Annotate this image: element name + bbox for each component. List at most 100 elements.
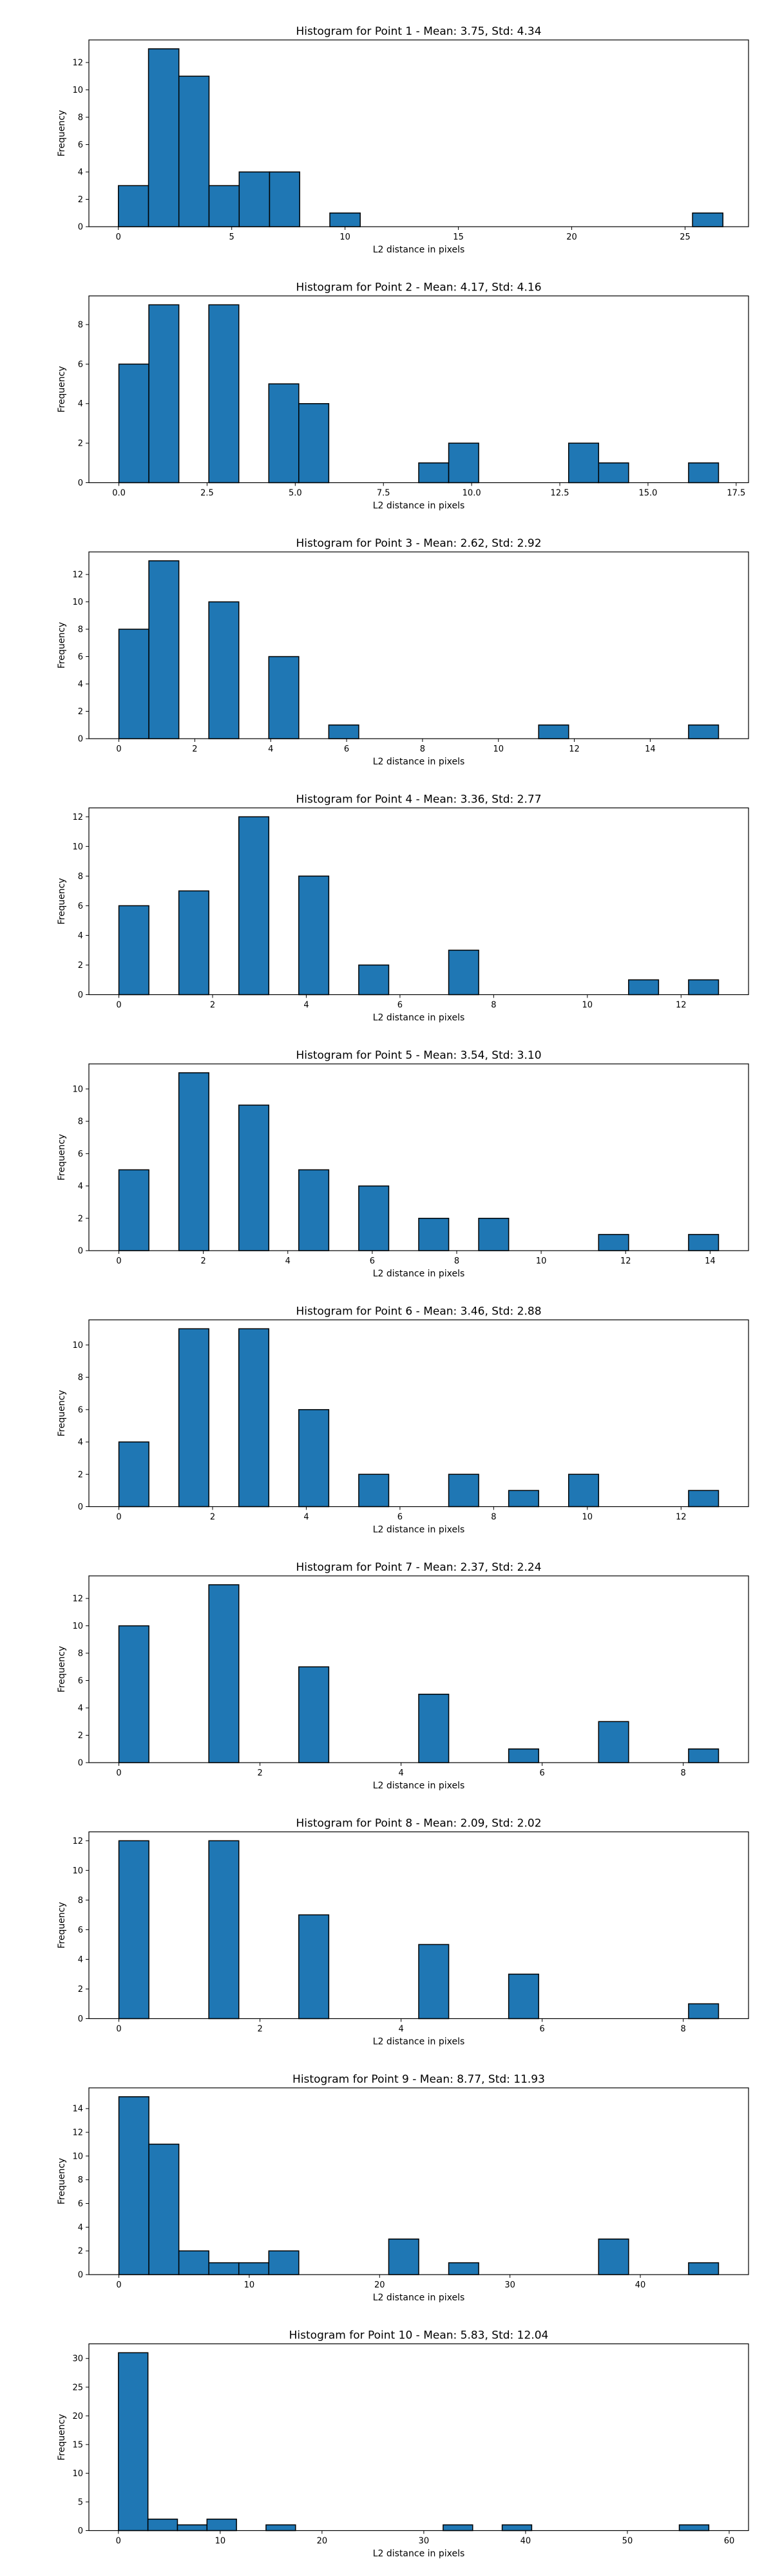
y-tick-label: 6 bbox=[78, 360, 83, 370]
y-tick-label: 2 bbox=[78, 1214, 83, 1224]
y-tick-label: 10 bbox=[72, 1622, 83, 1631]
x-tick-label: 2.5 bbox=[200, 489, 214, 498]
histogram-bar bbox=[268, 383, 300, 484]
histogram-bar bbox=[688, 2003, 720, 2020]
y-tick-label: 2 bbox=[78, 1470, 83, 1480]
x-tick-label: 10.0 bbox=[463, 489, 481, 498]
x-axis-label: L2 distance in pixels bbox=[373, 1013, 465, 1023]
x-tick-label: 25 bbox=[680, 232, 691, 242]
x-tick-label: 5 bbox=[229, 232, 234, 242]
x-tick-label: 12.5 bbox=[551, 489, 569, 498]
histogram-panel-2: 0.0 2.5 5.0 7.5 10.0 12.5 15.0 17.5 0 2 4 6 8 Histogr… bbox=[57, 281, 749, 511]
x-tick-label: 12 bbox=[676, 1513, 687, 1522]
x-tick-label: 10 bbox=[244, 2280, 255, 2290]
plot-frame bbox=[88, 807, 749, 996]
x-axis-label: L2 distance in pixels bbox=[373, 2549, 465, 2559]
histogram-bar bbox=[238, 1104, 270, 1251]
histogram-panel-3: 0 2 4 6 8 10 12 14 0 2 4 6 8 10 12 Histogram for Point … bbox=[57, 537, 749, 767]
histogram-bar bbox=[148, 304, 180, 484]
histogram-bar bbox=[448, 949, 479, 996]
histogram-bar bbox=[329, 213, 361, 227]
y-tick-label: 5 bbox=[78, 2497, 83, 2507]
x-tick-label: 8 bbox=[681, 1768, 686, 1778]
y-tick-label: 8 bbox=[78, 320, 83, 330]
x-tick-label: 0 bbox=[116, 1256, 121, 1266]
x-tick-label: 40 bbox=[635, 2280, 646, 2290]
y-tick-label: 12 bbox=[72, 813, 83, 822]
y-axis-label: Frequency bbox=[57, 110, 67, 156]
histogram-bar bbox=[508, 1973, 539, 2020]
y-tick-label: 8 bbox=[78, 113, 83, 123]
y-axis-label: Frequency bbox=[57, 2414, 67, 2460]
chart-title: Histogram for Point 1 - Mean: 3.75, Std:… bbox=[296, 25, 541, 38]
histogram-bar bbox=[598, 2239, 629, 2275]
x-tick-label: 15.0 bbox=[638, 489, 657, 498]
x-tick-label: 0 bbox=[116, 1768, 121, 1778]
y-tick-label: 2 bbox=[78, 2247, 83, 2257]
y-tick-label: 4 bbox=[78, 1182, 83, 1191]
plot-frame bbox=[88, 551, 749, 739]
x-tick-label: 6 bbox=[397, 1001, 403, 1010]
histogram-bar bbox=[178, 2250, 209, 2275]
histogram-bar bbox=[178, 890, 209, 996]
x-tick-label: 12 bbox=[676, 1001, 687, 1010]
x-tick-label: 8 bbox=[420, 744, 425, 754]
histogram-bar bbox=[298, 875, 330, 996]
histogram-bar bbox=[238, 1328, 270, 1508]
histogram-bar bbox=[178, 1328, 209, 1508]
y-tick-label: 10 bbox=[72, 2152, 83, 2161]
histogram-bar bbox=[118, 1625, 149, 1763]
histogram-bar bbox=[568, 442, 600, 484]
y-tick-label: 12 bbox=[72, 2128, 83, 2138]
y-tick-label: 6 bbox=[78, 902, 83, 911]
histogram-panel-1: 0 5 10 15 20 25 0 2 4 6 8 10 12 Histogram for Point 1… bbox=[57, 25, 749, 255]
y-tick-label: 25 bbox=[72, 2383, 83, 2392]
x-tick-label: 2 bbox=[201, 1256, 206, 1266]
x-tick-label: 4 bbox=[398, 2025, 403, 2034]
y-tick-label: 0 bbox=[78, 2271, 83, 2280]
y-tick-label: 10 bbox=[72, 842, 83, 852]
histogram-bar bbox=[692, 213, 723, 227]
histogram-bar bbox=[328, 724, 359, 739]
y-tick-label: 15 bbox=[72, 2440, 83, 2450]
x-tick-label: 20 bbox=[317, 2537, 328, 2546]
x-tick-label: 17.5 bbox=[727, 489, 745, 498]
chart-title: Histogram for Point 5 - Mean: 3.54, Std:… bbox=[296, 1049, 541, 1062]
x-tick-label: 15 bbox=[453, 232, 464, 242]
y-axis-label: Frequency bbox=[57, 878, 67, 924]
x-tick-label: 2 bbox=[257, 2025, 262, 2034]
histogram-bar bbox=[118, 1169, 149, 1251]
y-tick-label: 6 bbox=[78, 1405, 83, 1415]
y-tick-label: 6 bbox=[78, 2199, 83, 2209]
x-tick-label: 10 bbox=[493, 744, 504, 754]
x-tick-label: 50 bbox=[622, 2537, 633, 2546]
plot-frame bbox=[88, 2087, 749, 2275]
histogram-bar bbox=[118, 2096, 149, 2275]
y-tick-label: 8 bbox=[78, 1373, 83, 1383]
histogram-bar bbox=[178, 75, 210, 227]
histogram-bar bbox=[598, 1721, 629, 1763]
histogram-bar bbox=[118, 363, 149, 484]
x-tick-label: 0 bbox=[116, 744, 121, 754]
chart-title: Histogram for Point 8 - Mean: 2.09, Std:… bbox=[296, 1817, 541, 1830]
plot-frame bbox=[88, 39, 749, 227]
y-axis-label: Frequency bbox=[57, 1646, 67, 1692]
histogram-bar bbox=[443, 2524, 473, 2532]
y-tick-label: 8 bbox=[78, 625, 83, 635]
x-tick-label: 8 bbox=[454, 1256, 459, 1266]
x-axis-label: L2 distance in pixels bbox=[373, 2037, 465, 2047]
plot-frame bbox=[88, 295, 749, 484]
histogram-panel-7: 0 2 4 6 8 0 2 4 6 8 10 12 Histogram for Point 7 - Me… bbox=[57, 1561, 749, 1791]
histogram-bar bbox=[688, 1748, 720, 1763]
histogram-panel-4: 0 2 4 6 8 10 12 0 2 4 6 8 10 12 Histogram for Point 4 … bbox=[57, 793, 749, 1023]
x-axis-label: L2 distance in pixels bbox=[373, 245, 465, 255]
histogram-bar bbox=[118, 1441, 149, 1508]
histogram-bar bbox=[238, 816, 270, 996]
x-axis-label: L2 distance in pixels bbox=[373, 1525, 465, 1535]
histogram-panel-10: 0 10 20 30 40 50 60 0 5 10 15 20 25 30 Histogram for P… bbox=[57, 2329, 749, 2559]
x-tick-label: 8 bbox=[491, 1513, 496, 1522]
x-tick-label: 14 bbox=[705, 1256, 716, 1266]
x-tick-label: 4 bbox=[268, 744, 273, 754]
histogram-bar bbox=[148, 48, 180, 227]
chart-title: Histogram for Point 2 - Mean: 4.17, Std:… bbox=[296, 281, 541, 294]
